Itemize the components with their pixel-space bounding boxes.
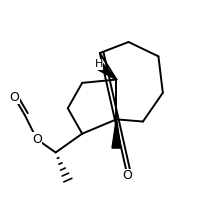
Text: O: O [123,169,132,182]
Text: O: O [9,91,19,104]
Text: H: H [95,59,103,69]
Polygon shape [97,63,116,80]
Polygon shape [112,119,121,148]
Text: O: O [32,133,42,146]
